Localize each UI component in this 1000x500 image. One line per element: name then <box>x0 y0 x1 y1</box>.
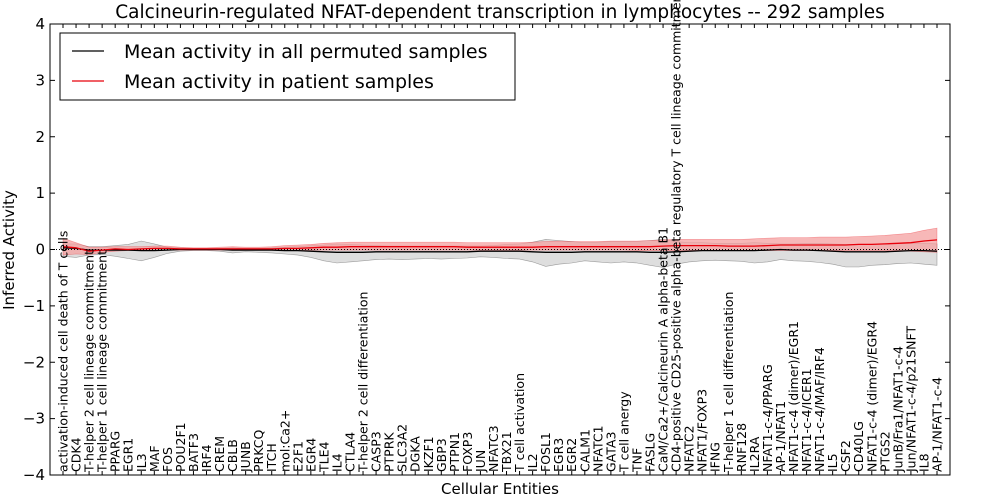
x-tick-label: EGR3 <box>551 438 566 472</box>
x-tick-label: BATF3 <box>186 433 201 472</box>
x-tick-label: T-helper 1 cell differentiation <box>721 292 736 473</box>
x-tick-label: PTPN1 <box>447 432 462 472</box>
x-tick-label: GATA3 <box>603 432 618 472</box>
y-tick-label: 1 <box>35 184 45 202</box>
x-tick-label: IRF4 <box>199 444 214 472</box>
y-tick-label: −1 <box>23 297 45 315</box>
x-tick-label: JUNB <box>238 441 253 473</box>
x-tick-label: EGR4 <box>303 438 318 472</box>
x-tick-label: IKZF1 <box>421 436 436 472</box>
y-axis-title: Inferred Activity <box>0 190 18 310</box>
x-tick-label: DGKA <box>408 436 423 472</box>
x-tick-label: CD40LG <box>851 421 866 472</box>
x-tick-label: NFAT1-c-4/PPARG <box>760 364 775 472</box>
x-tick-label: NFATC1 <box>590 425 605 472</box>
x-tick-label: JunB/Fra1/NFAT1-c-4 <box>890 346 905 473</box>
x-tick-label: PTPRK <box>382 432 397 472</box>
x-tick-label: IL8 <box>917 453 932 472</box>
y-tick-label: −3 <box>23 410 45 428</box>
x-tick-label: T cell activation <box>512 373 527 473</box>
legend: Mean activity in all permuted samples Mea… <box>59 32 516 101</box>
series-line-2 <box>62 239 938 252</box>
x-tick-label: ITCH <box>264 443 279 472</box>
x-tick-label: MAF <box>147 445 162 472</box>
x-tick-label: IL2 <box>525 453 540 472</box>
x-tick-label: NFAT1-c-4/ICER1 <box>799 368 814 472</box>
x-tick-label: GBP3 <box>434 438 449 472</box>
x-tick-label: EGR2 <box>564 438 579 472</box>
x-tick-label: TBX21 <box>499 431 514 473</box>
x-tick-label: FOXP3 <box>460 432 475 472</box>
x-tick-label: T cell anergy <box>616 391 631 473</box>
x-tick-label: CDK4 <box>69 437 84 472</box>
x-tick-label: Jun/NFAT1-c-4/p21SNFT <box>903 326 918 473</box>
x-tick-label: AP-1/NFAT1 <box>773 401 788 472</box>
x-tick-label: NFAT1-c-4 (dimer)/EGR4 <box>864 321 879 472</box>
x-tick-label: CTLA4 <box>343 432 358 472</box>
x-tick-label: E2F1 <box>290 441 305 472</box>
x-tick-label: PRKCQ <box>251 430 266 472</box>
legend-label-2: Mean activity in patient samples <box>124 71 434 93</box>
x-tick-label: NFAT1/FOXP3 <box>695 389 710 472</box>
x-tick-label: NFATC2 <box>682 425 697 472</box>
x-tick-label: CaM/Ca2+/Calcineurin A alpha-beta B1 <box>656 227 671 472</box>
x-tick-label: NFAT1-c-4/MAF/IRF4 <box>812 347 827 472</box>
x-tick-label: RNF128 <box>734 423 749 472</box>
y-tick-label: 3 <box>35 71 45 89</box>
x-tick-label: IFNG <box>708 442 723 472</box>
x-tick-label: TLE4 <box>316 442 331 473</box>
y-tick-label: 4 <box>35 15 45 33</box>
chart-title: Calcineurin-regulated NFAT-dependent tra… <box>115 2 884 23</box>
x-tick-label: PPARG <box>108 431 123 472</box>
x-tick-label: CASP3 <box>369 431 384 472</box>
x-tick-label: T-helper 1 cell lineage commitment <box>95 250 110 473</box>
x-tick-label: PTGS2 <box>877 431 892 472</box>
x-tick-label: IL3 <box>134 453 149 472</box>
y-tick-label: −4 <box>23 466 45 484</box>
x-tick-label: CBLB <box>225 439 240 472</box>
x-tick-label: SLC3A2 <box>395 424 410 472</box>
x-tick-label: mol:Ca2+ <box>277 410 292 472</box>
x-tick-label: activation-induced cell death of T cells <box>56 231 71 472</box>
x-tick-label: CD4-positive CD25-positive alpha-beta re… <box>669 0 684 472</box>
x-tick-label: FOS <box>160 447 175 472</box>
x-tick-label: POU2F1 <box>173 422 188 472</box>
y-tick-label: 2 <box>35 128 45 146</box>
x-tick-label: NFATC3 <box>486 425 501 472</box>
x-tick-label: FASLG <box>643 433 658 472</box>
x-tick-label: TNF <box>630 448 645 473</box>
x-tick-label: CSF2 <box>838 440 853 472</box>
plot-area: 4 3 2 1 0 −1 −2 −3 −4 activation-induced cell dea… <box>23 0 951 484</box>
x-tick-label: EGR1 <box>121 438 136 472</box>
x-tick-label: T-helper 2 cell lineage commitment <box>82 250 97 473</box>
x-tick-label: NFAT1-c-4 (dimer)/EGR1 <box>786 321 801 472</box>
x-tick-label: CREM <box>212 436 227 472</box>
x-tick-label: FOSL1 <box>538 432 553 472</box>
x-axis-title: Cellular Entities <box>441 480 559 498</box>
x-tick-label: IL5 <box>825 453 840 472</box>
x-tick-label: IL4 <box>329 453 344 472</box>
y-tick-label: 0 <box>35 241 45 259</box>
x-tick-label: T-helper 2 cell differentiation <box>356 292 371 473</box>
x-tick-label: IL2RA <box>747 436 762 472</box>
y-tick-label: −2 <box>23 353 45 371</box>
legend-label-1: Mean activity in all permuted samples <box>124 41 487 63</box>
x-tick-label: CALM1 <box>577 429 592 472</box>
x-tick-label: AP-1/NFAT1-c-4 <box>930 377 945 472</box>
x-tick-label: JUN <box>473 450 488 473</box>
legend-box <box>59 32 516 101</box>
